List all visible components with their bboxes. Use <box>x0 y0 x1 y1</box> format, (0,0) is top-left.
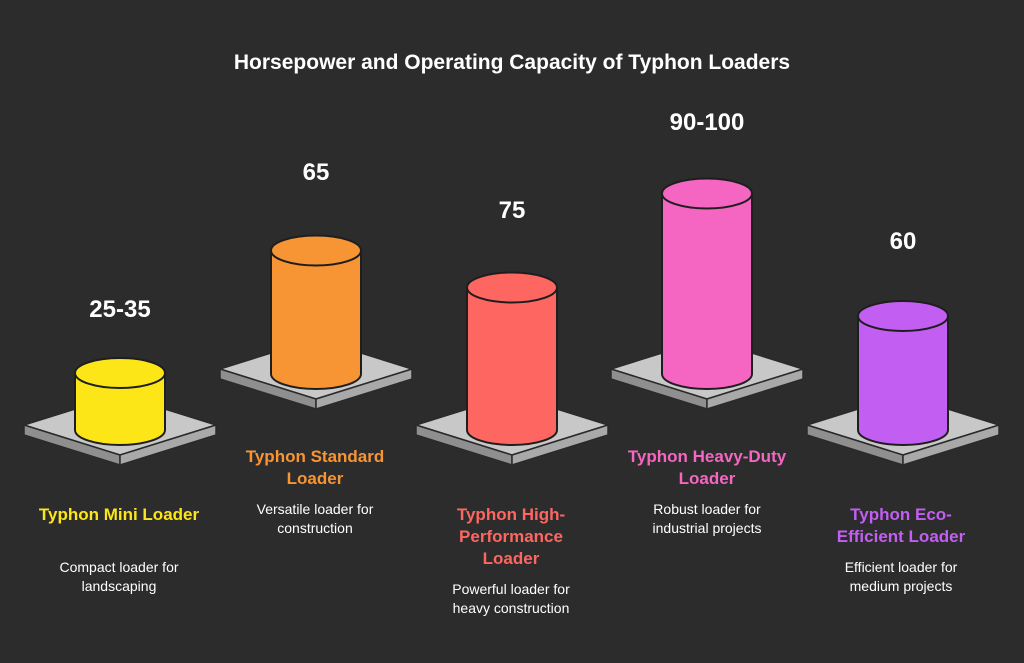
chart-title: Horsepower and Operating Capacity of Typ… <box>233 51 791 74</box>
bar-top-eco-efficient <box>857 300 949 332</box>
bar-top-standard <box>270 234 362 267</box>
value-label-high-performance: 75 <box>498 197 526 224</box>
description-standard: Versatile loader for construction <box>256 501 374 536</box>
bar-high-performance <box>466 286 558 446</box>
platform-side-right-heavy-duty <box>706 367 804 411</box>
bar-standard <box>270 249 362 390</box>
bar-top-mini <box>74 357 166 389</box>
bar-top-high-performance <box>466 271 558 304</box>
bar-heavy-duty <box>661 192 753 390</box>
description-high-performance: Powerful loader for heavy construction <box>452 581 570 616</box>
bar-top-heavy-duty <box>661 177 753 210</box>
description-eco-efficient: Efficient loader for medium projects <box>844 559 958 594</box>
platform-side-right-high-performance <box>511 423 609 467</box>
description-mini: Compact loader for landscaping <box>59 559 179 594</box>
value-label-heavy-duty: 90-100 <box>669 109 745 136</box>
platform-side-right-mini <box>119 423 217 467</box>
category-label-heavy-duty: Typhon Heavy-Duty Loader <box>627 447 787 488</box>
description-heavy-duty: Robust loader for industrial projects <box>652 501 762 536</box>
category-label-standard: Typhon Standard Loader <box>245 447 385 488</box>
value-label-mini: 25-35 <box>89 296 151 323</box>
platform-side-right-standard <box>315 367 413 411</box>
value-label-standard: 65 <box>302 159 330 186</box>
bar-eco-efficient <box>857 315 949 446</box>
value-label-eco-efficient: 60 <box>889 228 917 255</box>
category-label-mini: Typhon Mini Loader <box>38 505 200 524</box>
platform-side-right-eco-efficient <box>902 423 1000 467</box>
category-label-high-performance: Typhon High-Performance Loader <box>456 505 566 568</box>
bar-mini <box>74 372 166 446</box>
category-label-eco-efficient: Typhon Eco-Efficient Loader <box>836 505 966 546</box>
